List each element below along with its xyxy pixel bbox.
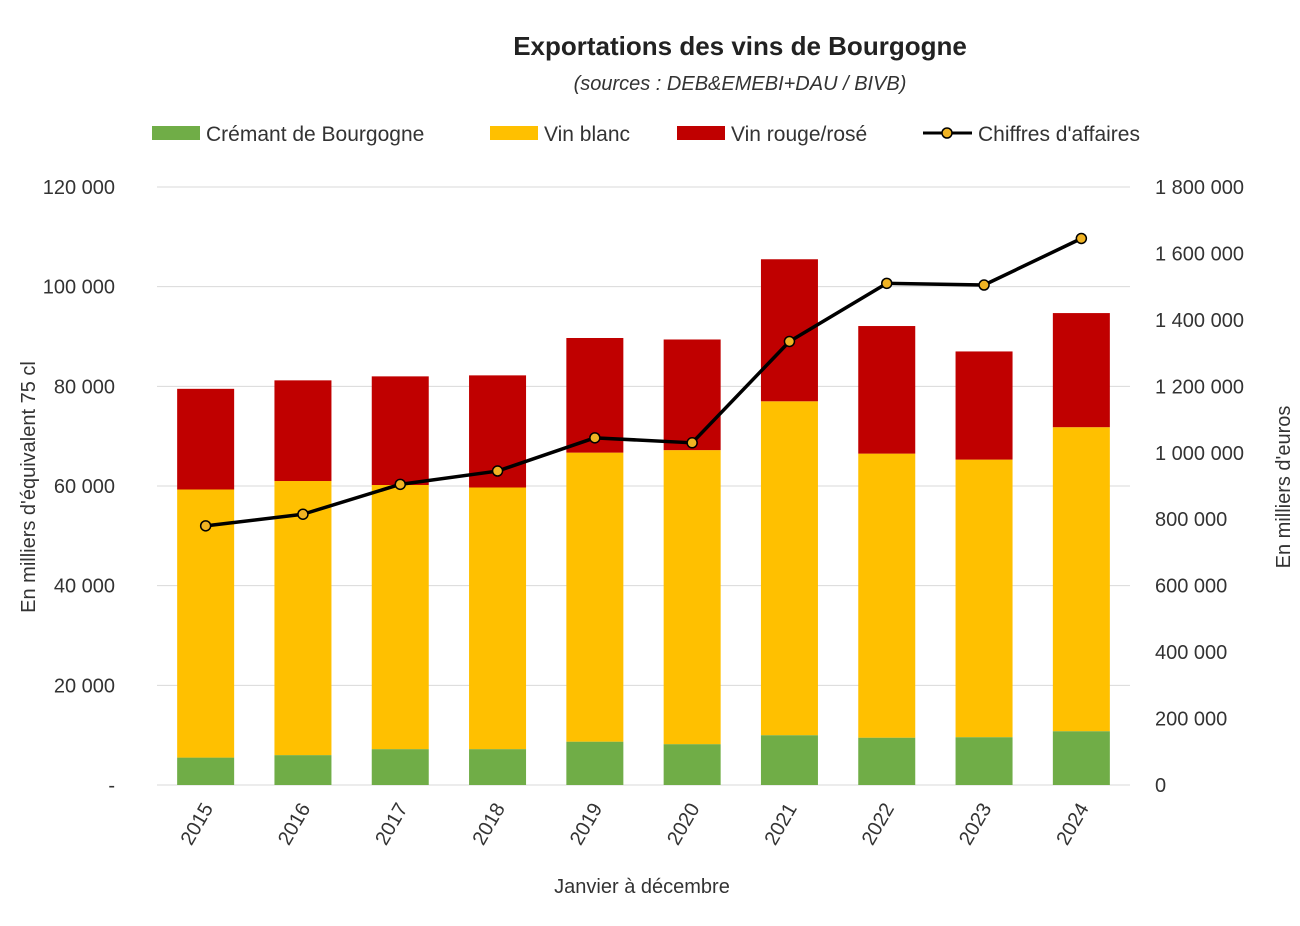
bar-segment-cremant: [955, 737, 1013, 785]
revenue-point: [297, 508, 309, 520]
x-tick-label: 2023: [955, 800, 996, 850]
right-axis-ticks: 0 200 000 400 000 600 000 800 000 1 000 000 1 …: [1155, 177, 1244, 797]
bar-segment-vin-rouge: [177, 388, 235, 490]
x-tick-label: 2016: [274, 800, 315, 850]
bar-segment-cremant: [371, 749, 429, 785]
bar-segment-vin-blanc: [566, 452, 624, 742]
y-tick-label: 40 000: [54, 576, 115, 598]
x-axis-title: Janvier à décembre: [554, 876, 730, 898]
bar-segment-vin-blanc: [469, 487, 527, 750]
bar-segment-vin-blanc: [760, 401, 818, 736]
y2-tick-label: 1 800 000: [1155, 177, 1244, 199]
revenue-line: [199, 232, 1088, 532]
bar-segment-vin-blanc: [274, 481, 332, 756]
revenue-point: [783, 335, 796, 348]
legend-label-vin-rouge: Vin rouge/rosé: [731, 123, 867, 146]
bar-segment-vin-blanc: [955, 459, 1013, 738]
bar-segment-cremant: [274, 755, 332, 785]
y2-tick-label: 400 000: [1155, 642, 1227, 664]
bar-segment-cremant: [858, 737, 916, 785]
bar-segment-vin-rouge: [858, 326, 916, 454]
legend-label-cremant: Crémant de Bourgogne: [206, 123, 424, 146]
bar-segment-vin-blanc: [858, 453, 916, 738]
x-tick-label: 2024: [1052, 800, 1093, 850]
bar-segment-cremant: [1052, 731, 1110, 785]
legend-swatch-vin-rouge: [677, 126, 725, 140]
revenue-point: [589, 432, 601, 444]
y2-tick-label: 200 000: [1155, 709, 1227, 731]
bar-segment-vin-rouge: [371, 376, 429, 486]
y-tick-label: 120 000: [43, 177, 115, 199]
legend-swatch-cremant: [152, 126, 200, 140]
bar-segment-vin-blanc: [663, 450, 721, 745]
y2-axis-title: En milliers d'euros: [1273, 406, 1295, 569]
x-tick-label: 2020: [663, 800, 704, 850]
y-tick-label: 60 000: [54, 476, 115, 498]
bar-segment-vin-blanc: [177, 489, 235, 758]
bar-segment-vin-rouge: [1052, 313, 1110, 428]
y2-tick-label: 1 600 000: [1155, 243, 1244, 265]
revenue-point: [686, 437, 698, 449]
revenue-point: [199, 520, 212, 532]
bars: [177, 259, 1110, 785]
revenue-point: [394, 478, 406, 491]
y-tick-label: 100 000: [43, 277, 115, 299]
y2-tick-label: 0: [1155, 775, 1166, 797]
revenue-point: [881, 277, 893, 290]
bar-segment-vin-blanc: [371, 485, 429, 750]
y2-tick-label: 1 400 000: [1155, 310, 1244, 332]
x-tick-label: 2022: [858, 800, 899, 850]
x-tick-label: 2019: [566, 800, 607, 850]
bar-segment-cremant: [469, 749, 527, 785]
y2-tick-label: 600 000: [1155, 576, 1227, 598]
chart-subtitle: (sources : DEB&EMEBI+DAU / BIVB): [574, 73, 907, 95]
x-tick-label: 2018: [469, 800, 510, 850]
y-tick-label: 20 000: [54, 675, 115, 697]
bar-segment-cremant: [760, 735, 818, 785]
revenue-point: [491, 465, 504, 477]
left-axis-ticks: - 20 000 40 000 60 000 80 000 100 000 120 000: [43, 177, 115, 797]
x-axis-ticks: 2015 2016 2017 2018 2019 2020 2021 2022 2023 2024: [177, 800, 1094, 850]
legend-label-vin-blanc: Vin blanc: [544, 123, 630, 146]
legend-label-chiffres: Chiffres d'affaires: [978, 123, 1140, 146]
bar-segment-cremant: [177, 757, 235, 785]
y2-tick-label: 800 000: [1155, 509, 1227, 531]
revenue-point: [978, 279, 990, 291]
y-tick-label: 80 000: [54, 376, 115, 398]
bar-segment-vin-rouge: [274, 380, 332, 482]
x-tick-label: 2017: [371, 800, 412, 850]
bar-segment-cremant: [663, 744, 721, 785]
bar-segment-vin-rouge: [663, 339, 721, 451]
y-tick-label: -: [108, 775, 115, 797]
revenue-point: [1075, 232, 1088, 245]
x-tick-label: 2015: [177, 800, 218, 850]
legend-swatch-vin-blanc: [490, 126, 538, 140]
legend: Crémant de Bourgogne Vin blanc Vin rouge…: [152, 123, 1140, 146]
bar-segment-cremant: [566, 741, 624, 785]
y2-tick-label: 1 200 000: [1155, 376, 1244, 398]
x-tick-label: 2021: [760, 800, 801, 850]
y2-tick-label: 1 000 000: [1155, 443, 1244, 465]
bar-segment-vin-blanc: [1052, 427, 1110, 732]
chart-title: Exportations des vins de Bourgogne: [513, 31, 967, 61]
bar-segment-vin-rouge: [955, 351, 1013, 460]
revenue-line-path: [205, 236, 1083, 528]
legend-marker-chiffres: [941, 127, 953, 139]
y-axis-title: En milliers d'équivalent 75 cl: [18, 361, 40, 613]
